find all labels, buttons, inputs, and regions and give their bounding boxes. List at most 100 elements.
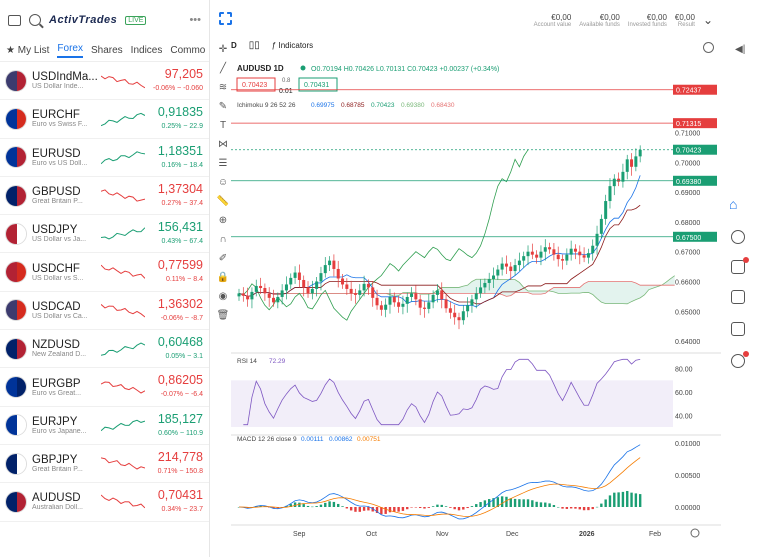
- candle-body: [466, 305, 470, 312]
- macd-histogram-bar: [621, 491, 625, 507]
- ruler-icon[interactable]: 📏: [216, 196, 230, 207]
- price-tag: [673, 118, 717, 129]
- expand-icon[interactable]: [219, 12, 232, 25]
- metric-label: Invested funds: [627, 22, 667, 28]
- news-icon[interactable]: [731, 290, 745, 304]
- tab-my-list[interactable]: ★ My List: [6, 45, 50, 56]
- instrument-change: 0.25% ~ 22.9: [161, 123, 203, 131]
- macd-histogram-bar: [272, 507, 275, 509]
- watchlist-row[interactable]: USDCAD US Dollar vs Ca... 1,36302 -0.06% ~ …: [0, 292, 209, 331]
- candle-body: [375, 297, 379, 306]
- emoji-icon[interactable]: ☺: [217, 177, 229, 188]
- layout-icon[interactable]: [8, 14, 21, 26]
- lock-drawings-icon[interactable]: ✐: [218, 253, 228, 264]
- macd-histogram-bar: [509, 498, 512, 507]
- candle-body: [604, 201, 608, 219]
- tab-shares[interactable]: Shares: [90, 45, 123, 56]
- price-chart[interactable]: AUDUSD 1D O0.70194 H0.70426 L0.70131 C0.7…: [231, 57, 721, 557]
- interval-select[interactable]: D: [231, 41, 237, 50]
- tab-indices[interactable]: Indices: [130, 45, 163, 56]
- brush-icon[interactable]: ✎: [218, 101, 228, 112]
- sparkline: [101, 494, 145, 509]
- candle-body: [349, 288, 353, 294]
- candle-body: [388, 296, 392, 305]
- instrument-description: Great Britain P...: [32, 198, 83, 206]
- metric-value: €0,00: [674, 13, 695, 22]
- sparkline: [101, 112, 145, 127]
- candle-body: [319, 273, 323, 282]
- candle-body: [332, 260, 336, 269]
- collapse-icon[interactable]: ◀|: [735, 44, 746, 55]
- candle-body: [492, 275, 496, 280]
- candle-body: [315, 281, 319, 289]
- currency-flag-icon: [5, 184, 27, 207]
- price-tag: [673, 144, 717, 155]
- instrument-change: 0.34% ~ 23.7: [161, 506, 203, 514]
- settings-icon[interactable]: [703, 42, 714, 53]
- tab-forex[interactable]: Forex: [57, 43, 83, 58]
- candle-body: [479, 287, 483, 294]
- watchlist-row[interactable]: USDJPY US Dollar vs Ja... 156,431 0.43% ~ 6…: [0, 215, 209, 254]
- candle-body: [552, 249, 556, 255]
- candle-body: [474, 293, 478, 300]
- trendline-icon[interactable]: ╱: [219, 63, 227, 74]
- chevron-down-icon[interactable]: ⌄: [702, 13, 713, 27]
- tab-commodities[interactable]: Commo: [170, 45, 206, 56]
- macd-histogram-bar: [341, 506, 344, 507]
- fib-icon[interactable]: ≋: [218, 82, 228, 93]
- live-badge: LIVE: [125, 15, 147, 25]
- price-tag: [673, 231, 717, 242]
- mail-icon[interactable]: [731, 260, 745, 274]
- lock-icon[interactable]: 🔒: [216, 272, 230, 283]
- watchlist-row[interactable]: EURGBP Euro vs Great... 0,86205 -0.07% ~ -6…: [0, 368, 209, 407]
- magnet-icon[interactable]: ∩: [219, 234, 227, 245]
- instrument-price: 0,60468: [157, 335, 203, 350]
- watchlist-row[interactable]: EURUSD Euro vs US Doll... 1,18351 0.16% ~ 1…: [0, 139, 209, 177]
- currency-flag-icon: [5, 337, 27, 360]
- price-tag-label: 0.69380: [676, 179, 701, 186]
- indicators-button[interactable]: ƒ Indicators: [272, 41, 313, 50]
- instrument-info: EURUSD Euro vs US Doll...: [32, 148, 97, 167]
- candle-body: [586, 253, 590, 258]
- candle-body: [535, 254, 539, 258]
- macd-histogram-bar: [328, 501, 331, 507]
- instrument-symbol: EURJPY: [32, 415, 78, 428]
- home-icon[interactable]: ⌂: [729, 196, 738, 212]
- instrument-info: AUDUSD Australian Doll...: [32, 492, 97, 511]
- macd-histogram-bar: [531, 500, 534, 507]
- zoom-icon[interactable]: ⊕: [218, 215, 228, 226]
- more-icon[interactable]: •••: [189, 14, 201, 26]
- text-icon[interactable]: T: [219, 120, 227, 131]
- chart-type-icon[interactable]: ▯▯: [248, 40, 260, 51]
- eye-icon[interactable]: ◉: [218, 291, 228, 302]
- macd-histogram-bar: [600, 503, 603, 507]
- watchlist-row[interactable]: EURCHF Euro vs Swiss F... 0,91835 0.25% ~ 2…: [0, 100, 209, 139]
- macd-value: 0.00862: [329, 436, 353, 443]
- watchlist-row[interactable]: USDIndMa... US Dollar Inde... 97,205 -0.06%…: [0, 62, 209, 101]
- watchlist-row[interactable]: NZDUSD New Zealand D... 0,60468 0.05% ~ 3.1: [0, 330, 209, 369]
- rsi-line: [243, 358, 641, 426]
- candle-body: [272, 297, 276, 303]
- watchlist-row[interactable]: AUDUSD Australian Doll... 0,70431 0.34% ~ 2…: [0, 483, 209, 522]
- metric-label: Result: [677, 22, 695, 28]
- watchlist-row[interactable]: USDCHF US Dollar vs S... 0,77599 0.11% ~ 8.…: [0, 253, 209, 292]
- crosshair-icon[interactable]: ✛: [218, 44, 228, 55]
- account-metric: €0,00 Invested funds: [628, 13, 667, 28]
- macd-histogram-bar: [483, 500, 487, 507]
- search-icon[interactable]: [29, 14, 41, 26]
- instrument-description: Euro vs Great...: [32, 389, 82, 397]
- projection-icon[interactable]: ☰: [218, 158, 228, 169]
- user-icon[interactable]: [731, 354, 745, 368]
- pie-chart-icon[interactable]: [731, 230, 745, 244]
- calendar-icon[interactable]: [731, 322, 745, 336]
- candle-body: [289, 277, 293, 285]
- axis-settings-icon: [690, 528, 700, 538]
- macd-histogram-bar: [319, 504, 323, 507]
- watchlist-row[interactable]: GBPUSD Great Britain P... 1,37304 0.27% ~ 3…: [0, 177, 209, 216]
- trash-icon[interactable]: 🗑: [216, 310, 230, 321]
- pattern-icon[interactable]: ⋈: [218, 139, 228, 150]
- macd-histogram-bar: [427, 507, 431, 508]
- instrument-description: New Zealand D...: [32, 351, 87, 359]
- watchlist-row[interactable]: EURJPY Euro vs Japane... 185,127 0.60% ~ 11…: [0, 407, 209, 445]
- watchlist-row[interactable]: GBPJPY Great Britain P... 214,778 0.71% ~ 1…: [0, 445, 209, 484]
